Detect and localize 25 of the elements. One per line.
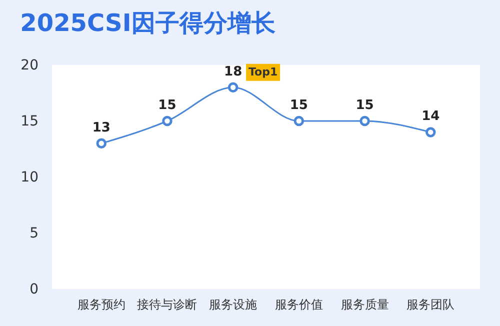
- data-label: 15: [158, 98, 176, 113]
- point: [162, 116, 172, 126]
- point: [228, 82, 238, 93]
- y-tick-label: 5: [30, 226, 38, 242]
- data-label: 15: [356, 98, 374, 113]
- y-tick-label: 15: [20, 114, 38, 130]
- point: [96, 138, 107, 149]
- data-label: 13: [92, 120, 110, 136]
- x-tick-label: 服务预约: [77, 298, 126, 312]
- chart-title: 2025CSI因子得分增长: [20, 9, 276, 37]
- x-tick-label: 服务价值: [274, 298, 323, 312]
- y-tick-label: 10: [20, 170, 38, 186]
- data-label: 14: [422, 109, 440, 124]
- annotation: Top1: [248, 65, 278, 78]
- point: [360, 116, 370, 126]
- x-tick-label: 接待与诊断: [137, 298, 198, 312]
- point: [425, 127, 436, 138]
- x-tick-label: 服务质量: [340, 298, 389, 312]
- y-tick-label: 0: [30, 282, 38, 298]
- y-tick-label: 20: [20, 58, 38, 74]
- x-tick-label: 服务设施: [209, 298, 258, 312]
- x-tick-label: 服务团队: [406, 298, 455, 312]
- data-label: 18: [224, 64, 242, 80]
- point: [294, 116, 304, 126]
- data-label: 15: [290, 98, 308, 113]
